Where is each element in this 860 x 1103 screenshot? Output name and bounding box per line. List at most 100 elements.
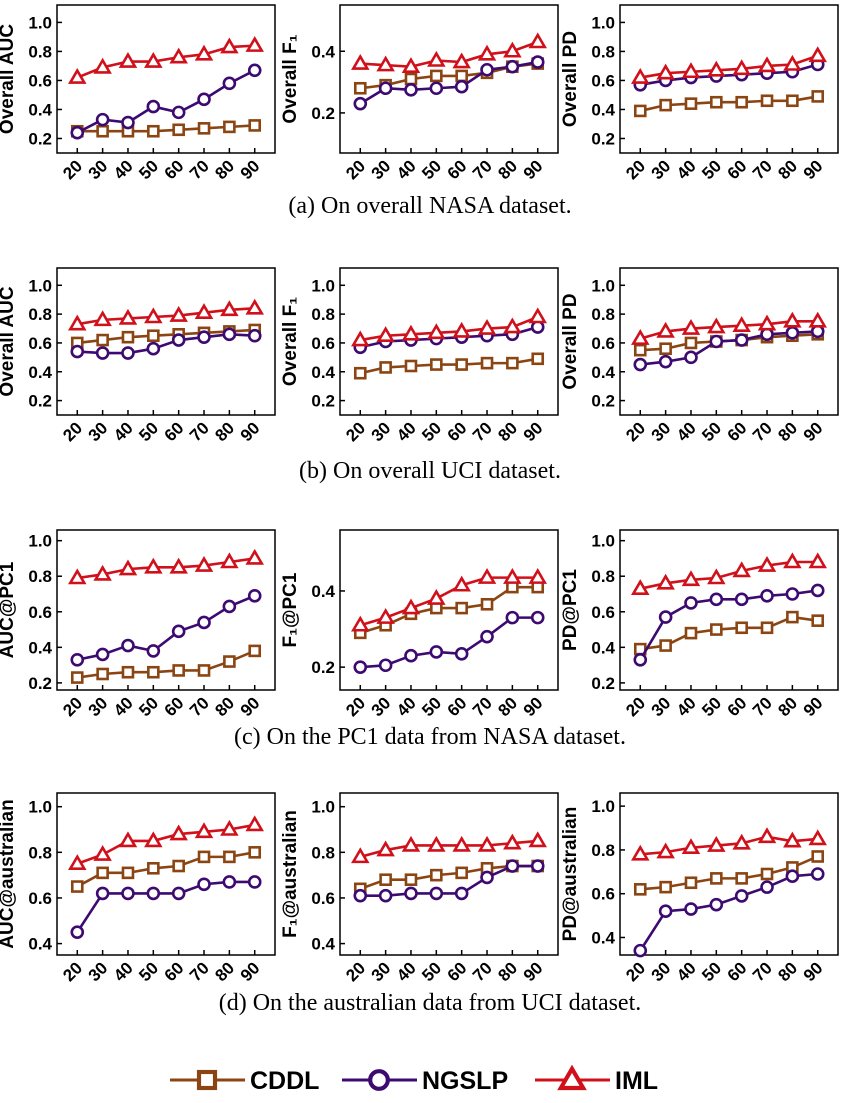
- marker-circle: [633, 652, 648, 667]
- marker-triangle: [427, 323, 446, 340]
- marker-triangle: [220, 37, 239, 54]
- marker-circle: [480, 62, 494, 77]
- x-tick-label: 30: [368, 418, 395, 445]
- y-tick-label: 0.6: [28, 71, 52, 90]
- marker-triangle: [783, 552, 802, 569]
- marker-circle: [709, 334, 724, 349]
- x-tick-label: 80: [774, 958, 801, 985]
- marker-square: [735, 95, 748, 109]
- marker-triangle: [732, 561, 751, 578]
- x-tick-label: 40: [673, 418, 700, 445]
- x-tick-label: 60: [161, 958, 188, 985]
- marker-circle: [684, 902, 698, 916]
- plot-frame: [619, 529, 839, 691]
- x-tick-label: 80: [774, 693, 801, 720]
- x-tick-label: 20: [622, 693, 649, 720]
- y-tick-label: 0.8: [28, 42, 52, 61]
- marker-triangle: [783, 311, 802, 328]
- plot-frame: [56, 792, 276, 956]
- marker-circle: [684, 350, 698, 365]
- marker-circle: [785, 869, 800, 883]
- x-tick-label: 60: [161, 156, 188, 183]
- y-axis-label: AUC@PC1: [0, 561, 18, 658]
- caption: (b) On overall UCI dataset.: [299, 458, 561, 484]
- marker-square: [197, 122, 211, 135]
- x-tick-label: 40: [673, 958, 700, 985]
- marker-triangle: [528, 568, 547, 584]
- marker-square: [455, 69, 468, 83]
- x-tick-label: 50: [135, 958, 162, 985]
- y-tick-label: 0.2: [591, 674, 615, 693]
- marker-circle: [429, 645, 444, 659]
- x-tick-label: 20: [342, 958, 369, 985]
- marker-triangle: [93, 564, 112, 581]
- marker-square: [710, 872, 723, 885]
- marker-triangle: [808, 311, 827, 328]
- marker-triangle: [503, 317, 522, 334]
- x-tick-label: 80: [494, 156, 521, 183]
- marker-circle: [95, 886, 110, 901]
- marker-square: [197, 664, 211, 677]
- marker-square: [633, 343, 647, 357]
- marker-square: [96, 124, 109, 138]
- x-tick-label: 20: [342, 418, 369, 445]
- marker-circle: [480, 870, 494, 885]
- x-tick-label: 20: [59, 693, 86, 720]
- marker-circle: [734, 889, 749, 903]
- y-tick-label: 0.6: [591, 334, 615, 353]
- y-axis-label: Overall AUC: [0, 24, 18, 134]
- marker-square: [735, 621, 748, 635]
- marker-circle: [95, 346, 110, 360]
- x-tick-label: 50: [135, 693, 162, 720]
- marker-circle: [454, 647, 469, 661]
- marker-triangle: [68, 568, 87, 585]
- marker-triangle: [452, 321, 471, 338]
- x-tick-label: 50: [418, 693, 445, 720]
- x-tick-label: 20: [59, 958, 86, 985]
- marker-circle: [378, 81, 393, 96]
- marker-circle: [658, 610, 673, 624]
- x-tick-label: 60: [161, 418, 188, 445]
- marker-square: [404, 873, 418, 887]
- y-tick-label: 0.8: [311, 305, 335, 324]
- marker-circle: [353, 888, 368, 903]
- plot-frame: [339, 267, 559, 416]
- x-tick-label: 20: [59, 418, 86, 445]
- x-tick-label: 70: [186, 156, 213, 183]
- y-tick-label: 0.8: [591, 305, 615, 324]
- y-tick-label: 0.4: [311, 935, 335, 954]
- marker-triangle: [68, 67, 87, 84]
- y-tick-label: 0.4: [591, 100, 615, 119]
- marker-triangle: [169, 47, 188, 64]
- plot-frame: [619, 4, 839, 154]
- marker-triangle: [528, 831, 547, 848]
- marker-circle: [709, 592, 724, 607]
- marker-circle: [734, 592, 749, 607]
- x-tick-label: 20: [59, 156, 86, 183]
- marker-triangle: [245, 36, 264, 52]
- marker-square: [760, 621, 774, 635]
- marker-square: [121, 330, 135, 344]
- marker-square: [147, 124, 160, 138]
- marker-triangle: [427, 835, 446, 852]
- y-tick-label: 0.4: [28, 363, 52, 382]
- marker-circle: [70, 925, 85, 939]
- x-tick-label: 30: [368, 958, 395, 985]
- y-tick-label: 0.2: [28, 674, 52, 693]
- x-tick-label: 90: [800, 958, 827, 985]
- marker-circle: [709, 897, 724, 912]
- y-axis-label: Overall PD: [560, 31, 581, 127]
- marker-triangle: [477, 835, 497, 852]
- marker-triangle: [245, 815, 264, 832]
- marker-square: [147, 665, 160, 679]
- y-tick-label: 0.2: [311, 392, 335, 411]
- marker-triangle: [477, 44, 497, 61]
- marker-triangle: [93, 57, 112, 74]
- y-axis-label: F₁@australian: [280, 810, 301, 938]
- marker-square: [172, 859, 185, 873]
